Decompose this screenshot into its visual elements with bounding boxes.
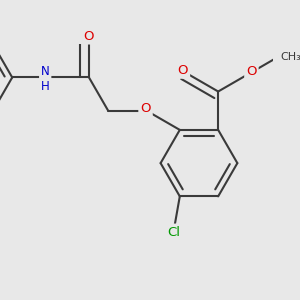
Text: Cl: Cl [167,226,181,238]
Text: O: O [246,65,257,78]
Text: O: O [140,102,151,115]
Text: O: O [84,29,94,43]
Text: N
H: N H [41,65,50,94]
Text: O: O [178,64,188,77]
Text: CH₃: CH₃ [280,52,300,62]
